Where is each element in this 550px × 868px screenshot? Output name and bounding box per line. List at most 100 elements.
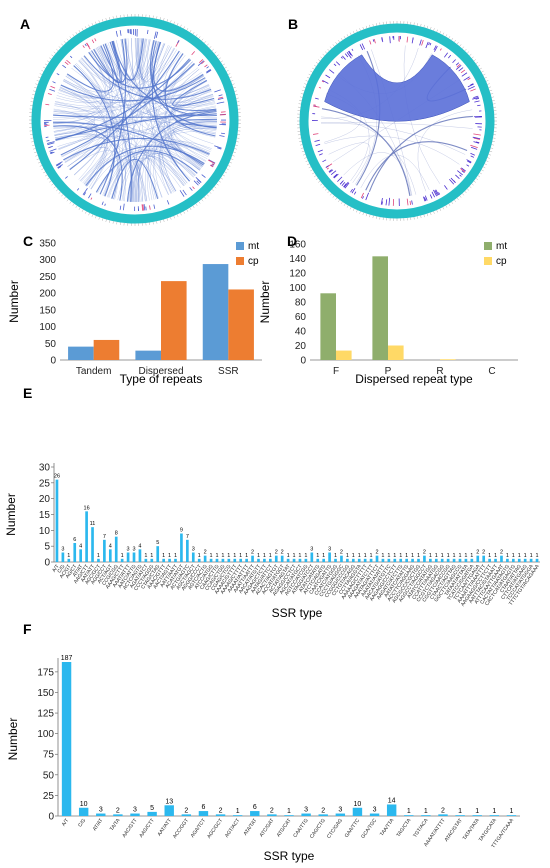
ring-tick: [315, 62, 319, 64]
repeat-tick: [212, 163, 215, 166]
ring-tick: [299, 96, 303, 98]
bar: [257, 558, 260, 562]
data-label: 4: [109, 543, 112, 549]
data-label: 1: [352, 553, 355, 559]
repeat-tick: [317, 149, 323, 153]
ring-tick: [456, 42, 459, 45]
ring-tick: [159, 17, 161, 20]
repeat-tick: [330, 170, 337, 176]
data-label: 3: [133, 807, 137, 814]
data-label: 1: [470, 553, 473, 559]
repeat-tick: [47, 93, 52, 96]
repeat-link: [107, 42, 217, 132]
x-tick-label: AGC/GCT: [206, 818, 224, 840]
data-label: 1: [239, 553, 242, 559]
ring-tick: [39, 165, 43, 167]
repeat-tick: [470, 83, 474, 86]
repeat-tick: [470, 88, 476, 92]
ring-tick: [471, 56, 474, 59]
data-label: 1: [506, 553, 509, 559]
repeat-link: [146, 144, 210, 201]
repeat-link: [125, 38, 203, 167]
bar-cp: [161, 281, 187, 360]
repeat-tick: [372, 39, 375, 42]
repeat-tick: [344, 182, 350, 189]
bar: [85, 511, 88, 562]
data-label: 1: [399, 553, 402, 559]
bar: [535, 558, 539, 562]
bar: [434, 558, 438, 562]
data-label: 2: [275, 550, 278, 556]
ring-tick: [307, 163, 310, 166]
data-label: 1: [150, 553, 153, 559]
legend-label: mt: [496, 241, 507, 252]
data-label: 2: [476, 550, 479, 556]
data-label: 2: [251, 550, 254, 556]
bar: [156, 546, 160, 562]
data-label: 1: [144, 553, 147, 559]
repeat-tick: [444, 185, 448, 190]
ring-tick: [81, 209, 84, 212]
panel-label: F: [23, 621, 32, 637]
repeat-link: [321, 122, 466, 155]
repeat-link: [80, 48, 175, 182]
repeat-tick: [456, 63, 461, 68]
repeat-link: [71, 67, 216, 135]
repeat-link: [94, 48, 214, 145]
x-axis-label: SSR type: [272, 606, 323, 620]
ring-tick: [459, 44, 462, 47]
ring-tick: [211, 189, 214, 192]
bar: [494, 558, 497, 562]
ring-tick: [226, 70, 229, 72]
repeat-link: [60, 63, 195, 156]
repeat-tick: [472, 136, 481, 140]
data-label: 1: [121, 553, 124, 559]
bar: [181, 814, 192, 816]
data-label: 1: [509, 808, 513, 815]
ring-tick: [485, 80, 489, 82]
x-tick-label: SSR: [218, 366, 239, 377]
repeat-link: [69, 61, 193, 170]
ring-tick: [481, 169, 484, 172]
ring-tick: [43, 171, 46, 174]
ring-tick: [98, 20, 100, 23]
bar: [328, 552, 331, 562]
repeat-tick: [406, 198, 409, 206]
ring-tick: [235, 94, 238, 96]
repeat-tick: [449, 178, 455, 185]
repeat-tick: [455, 64, 462, 70]
bar: [267, 814, 277, 816]
ring-tick: [189, 30, 192, 33]
bar: [126, 552, 130, 562]
repeat-tick: [182, 189, 187, 196]
data-label: 2: [281, 550, 284, 556]
data-label: 3: [304, 807, 308, 814]
ring-tick: [69, 201, 72, 204]
data-label: 2: [441, 807, 445, 814]
ring-tick: [490, 147, 494, 149]
y-tick-label: 60: [295, 312, 307, 323]
bar: [215, 558, 219, 562]
repeat-tick: [411, 37, 414, 44]
repeat-tick: [346, 52, 352, 59]
circos-plot-a: [29, 14, 241, 226]
repeat-link: [53, 38, 144, 124]
ring-tick: [41, 70, 44, 72]
data-label: 8: [115, 531, 118, 537]
ring-tick: [304, 157, 307, 159]
repeat-tick: [438, 192, 441, 195]
bar: [298, 558, 302, 562]
repeat-link: [69, 150, 126, 202]
ring-tick: [310, 70, 313, 73]
repeat-link: [343, 152, 412, 196]
data-label: 1: [245, 553, 248, 559]
bar: [113, 814, 123, 816]
repeat-tick: [177, 40, 180, 44]
ring-tick: [473, 180, 476, 183]
data-label: 3: [373, 807, 377, 814]
ring-tick: [56, 189, 59, 192]
repeat-tick: [86, 42, 90, 48]
bar: [286, 558, 290, 562]
data-label: 2: [321, 807, 325, 814]
